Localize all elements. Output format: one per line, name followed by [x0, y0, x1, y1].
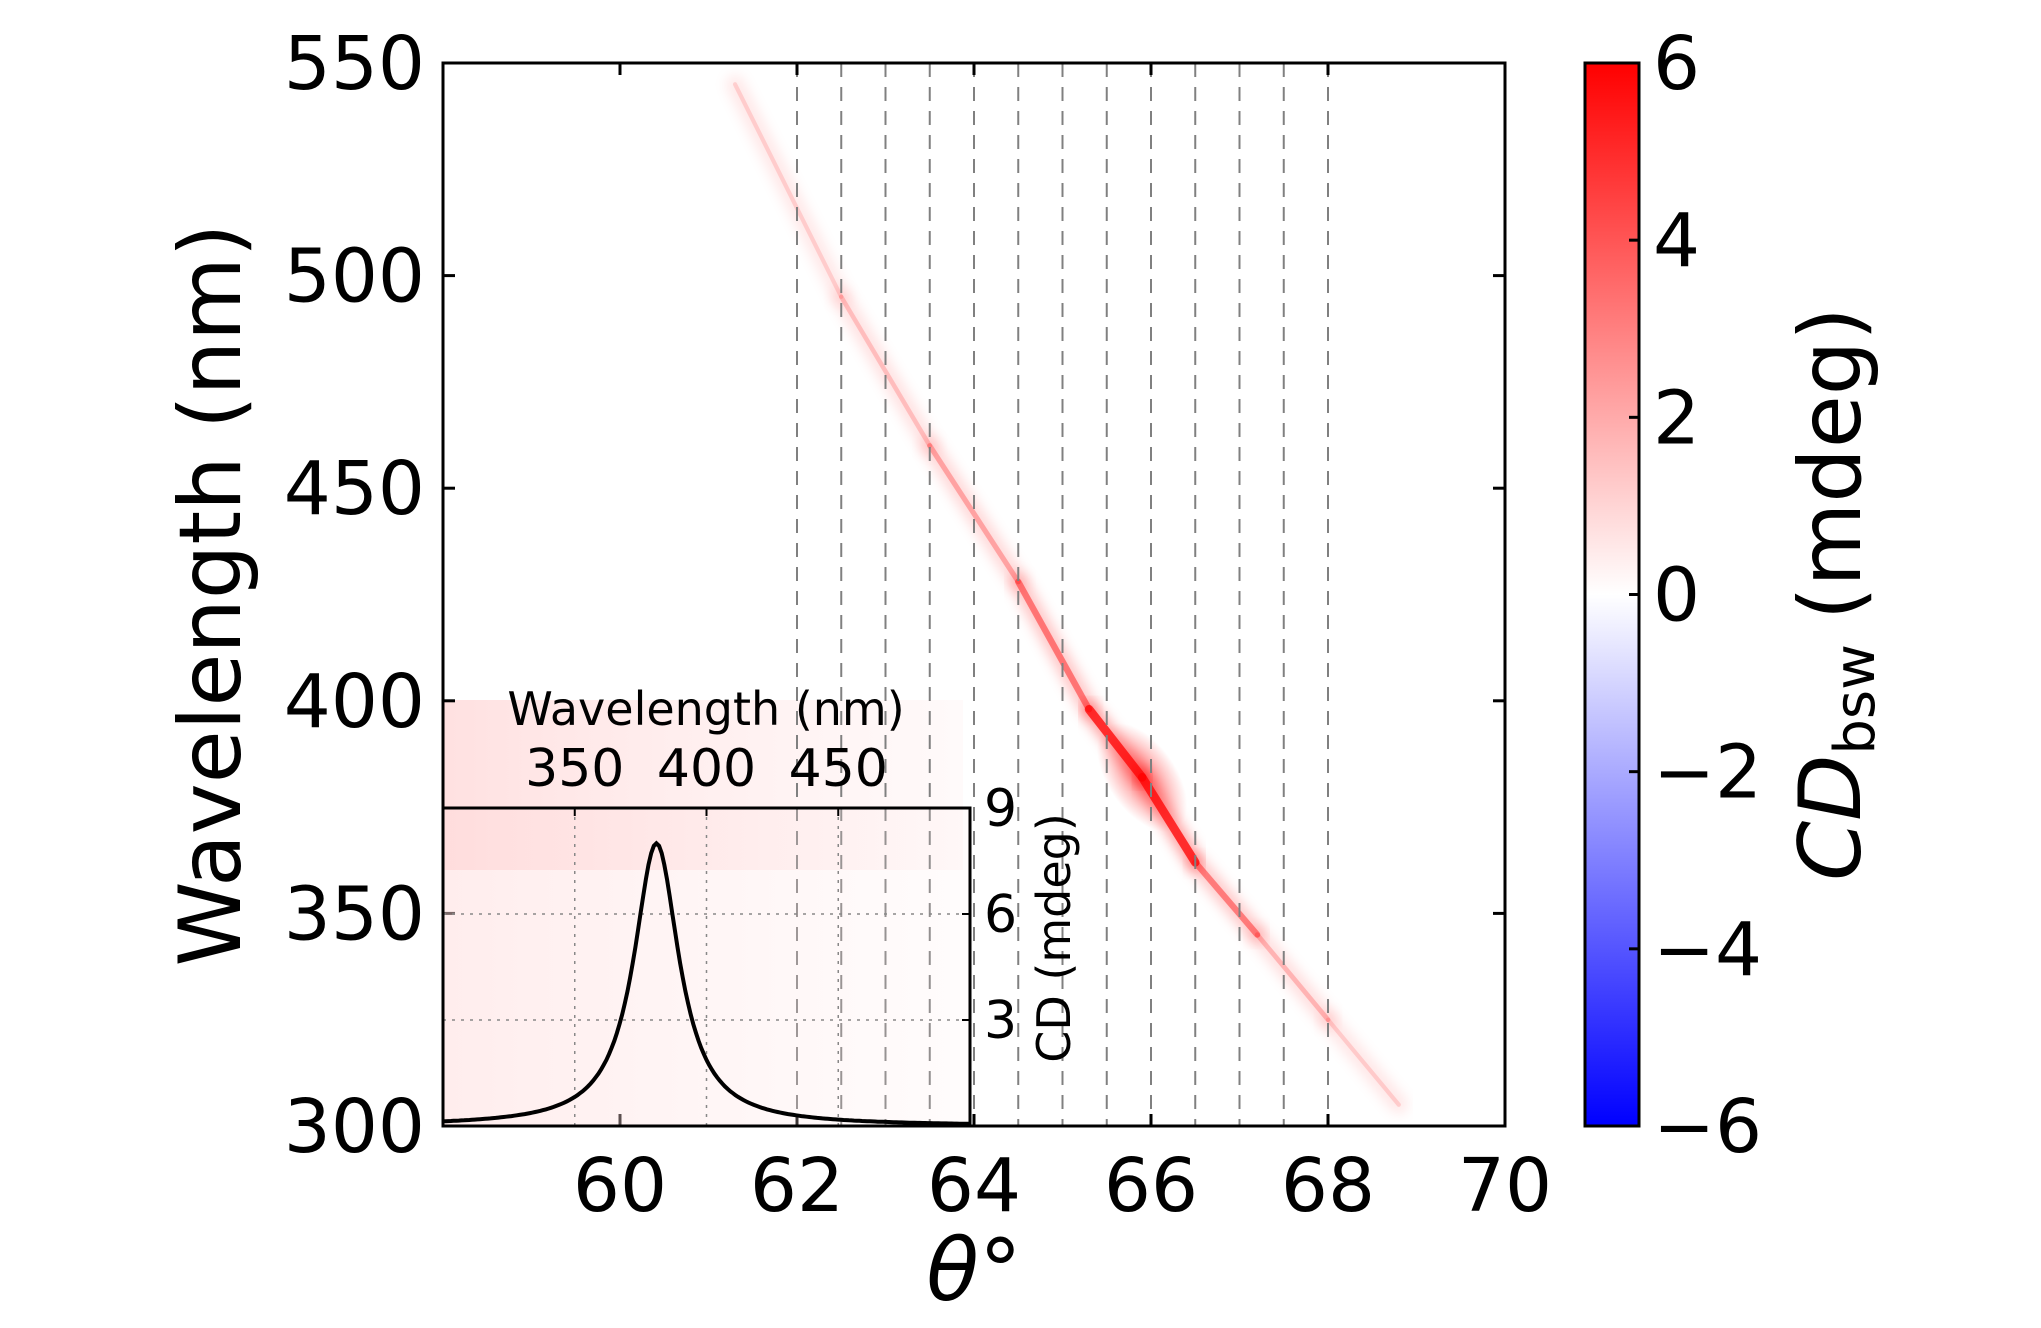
- colorbar-label-cd: CD: [1781, 755, 1881, 881]
- colorbar-label-unit: (mdeg): [1781, 307, 1881, 620]
- inset-y-tick-label: 6: [984, 885, 1017, 945]
- colorbar-tick-label: −6: [1653, 1084, 1762, 1170]
- inset-y-tick-label: 9: [984, 779, 1017, 839]
- y-tick-label: 550: [284, 21, 425, 107]
- resonance-peak: [1096, 722, 1188, 832]
- inset-x-tick-label: 350: [525, 739, 624, 799]
- resonance-segment: [1015, 578, 1093, 713]
- inset-x-label: Wavelength (nm): [507, 682, 904, 736]
- x-axis-ticks: 60 62 64 66 68 70: [573, 63, 1552, 1229]
- inset-x-ticks: 350 400 450: [525, 739, 888, 816]
- colorbar-tick-label: −2: [1653, 730, 1762, 816]
- resonance-glow-segment: [1319, 1010, 1408, 1114]
- resonance-segment: [1325, 1017, 1401, 1107]
- resonance-glow-segment: [726, 75, 851, 306]
- inset-cd-curve: [442, 840, 970, 1126]
- y-tick-label: 450: [284, 446, 425, 532]
- y-axis-ticks: 300 350 400 450 500 550: [284, 21, 1505, 1170]
- y-tick-label: 300: [284, 1084, 425, 1170]
- colorbar-label: CDbsw (mdeg): [1781, 307, 1888, 881]
- resonance-segment: [927, 443, 1021, 585]
- y-axis-label: Wavelength (nm): [161, 224, 261, 967]
- x-tick-label: 68: [1281, 1143, 1375, 1229]
- resonance-glow-segment: [1248, 925, 1337, 1029]
- colorbar-label-sub: bsw: [1823, 644, 1888, 755]
- inset-y-label: CD (mdeg): [1027, 813, 1081, 1063]
- resonance-band: [726, 75, 1408, 1114]
- x-tick-label: 62: [750, 1143, 844, 1229]
- resonance-segment: [838, 294, 933, 448]
- x-tick-label: 64: [927, 1143, 1021, 1229]
- inset-plot: 350 400 450 3 6 9 Wavelength (nm) CD (mdeg): [441, 682, 1081, 1128]
- inset-x-tick-label: 450: [789, 739, 888, 799]
- y-tick-label: 500: [284, 234, 425, 320]
- colorbar: 6 4 2 0 −2 −4 −6 CDbsw (mdeg): [1583, 21, 1888, 1170]
- resonance-glow-segment: [832, 287, 939, 455]
- colorbar-tick-label: 4: [1653, 198, 1700, 284]
- resonance-glow-segment: [1009, 572, 1099, 719]
- inset-y-tick-label: 3: [984, 991, 1017, 1051]
- x-axis-label: θ°: [926, 1221, 1022, 1321]
- colorbar-tick-label: 0: [1653, 553, 1700, 639]
- resonance-glow-segment: [1186, 853, 1267, 944]
- x-axis-theta: θ: [926, 1221, 979, 1321]
- y-tick-label: 350: [284, 871, 425, 957]
- colorbar-tick-label: −4: [1653, 907, 1762, 993]
- x-tick-label: 66: [1104, 1143, 1198, 1229]
- inset-background: [443, 808, 970, 1126]
- resonance-segment: [1192, 859, 1261, 938]
- colorbar-tick-label: 2: [1653, 375, 1700, 461]
- resonance-glow-segment: [920, 436, 1028, 591]
- inset-y-ticks: 3 6 9: [962, 779, 1017, 1051]
- colorbar-tick-label: 6: [1653, 21, 1700, 107]
- x-axis-degree: °: [979, 1221, 1022, 1321]
- inset-x-tick-label: 400: [657, 739, 756, 799]
- resonance-segment: [732, 82, 844, 299]
- y-tick-label: 400: [284, 659, 425, 745]
- x-tick-label: 60: [573, 1143, 667, 1229]
- x-tick-label: 70: [1458, 1143, 1552, 1229]
- dashed-theta-lines: [796, 63, 1329, 1126]
- colorbar-ticks: 6 4 2 0 −2 −4 −6: [1629, 21, 1762, 1170]
- resonance-segment: [1254, 932, 1331, 1023]
